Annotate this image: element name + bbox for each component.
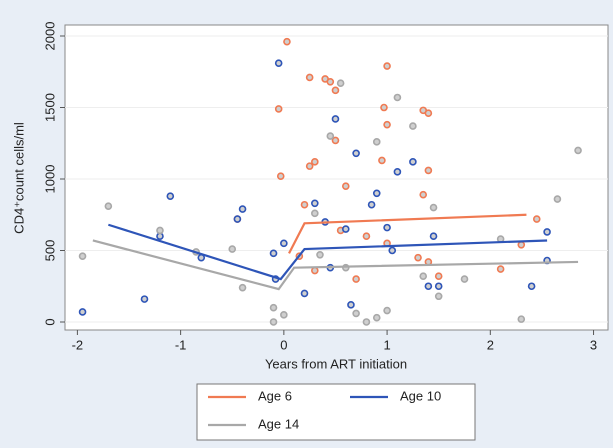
data-point (104, 202, 113, 210)
data-point (326, 77, 335, 86)
x-tick-label: -2 (72, 337, 84, 352)
data-point (372, 313, 381, 322)
x-axis-label: Years from ART initiation (265, 356, 407, 371)
data-point (383, 62, 391, 70)
data-point (532, 215, 541, 223)
data-point (156, 226, 164, 235)
data-point (233, 215, 242, 223)
data-point (424, 282, 433, 291)
data-point (305, 73, 314, 82)
data-point (434, 292, 443, 301)
data-point (574, 146, 582, 155)
x-tick-label: 0 (280, 337, 287, 352)
data-point (341, 182, 350, 190)
data-point (331, 136, 340, 145)
data-point (517, 315, 526, 323)
data-point (305, 162, 314, 170)
data-point (269, 249, 278, 258)
data-point (429, 232, 438, 240)
data-point (311, 209, 319, 218)
data-point (372, 138, 381, 146)
data-point (300, 200, 309, 209)
y-tick-label: 2000 (42, 22, 57, 51)
data-point (228, 245, 237, 253)
y-tick-label: 0 (42, 318, 57, 325)
data-point (352, 309, 360, 318)
data-point (336, 79, 345, 87)
x-tick-label: 1 (383, 337, 390, 352)
data-point (300, 289, 309, 298)
x-tick-label: -1 (175, 337, 187, 352)
data-point (140, 295, 149, 303)
data-point (372, 189, 381, 198)
data-point (311, 266, 319, 275)
data-point (316, 250, 324, 259)
data-point (383, 223, 391, 232)
data-point (543, 228, 551, 236)
data-point (362, 318, 371, 326)
data-point (238, 205, 247, 213)
data-point (429, 203, 438, 212)
plot-area (64, 24, 609, 331)
data-point (527, 282, 536, 291)
data-point (280, 311, 288, 319)
y-axis-label: CD4⁺count cells/ml (11, 122, 26, 234)
fit-line (288, 213, 527, 254)
data-point (238, 283, 247, 292)
data-point (274, 59, 283, 67)
data-point (269, 303, 278, 312)
data-point (414, 253, 422, 262)
data-point (274, 105, 283, 113)
data-point (409, 122, 417, 130)
data-point (331, 86, 340, 95)
legend-label: Age 10 (400, 388, 441, 403)
data-point (383, 120, 391, 129)
data-point (393, 93, 402, 102)
data-point (460, 275, 469, 283)
data-point (419, 190, 428, 199)
data-point (331, 115, 340, 123)
data-point (166, 192, 175, 200)
fit-line (92, 239, 579, 291)
data-point (326, 132, 335, 140)
data-point (367, 200, 376, 209)
data-point (496, 265, 505, 273)
y-tick-label: 1500 (42, 93, 57, 122)
x-tick-label: 3 (590, 337, 597, 352)
data-point (378, 156, 386, 165)
legend (196, 383, 476, 441)
legend-label: Age 14 (258, 416, 299, 431)
data-point (517, 240, 526, 249)
data-point (424, 166, 433, 175)
data-point (388, 246, 397, 255)
data-point (434, 282, 443, 291)
data-point (393, 168, 402, 176)
data-point (409, 158, 417, 166)
data-point (383, 306, 391, 315)
y-tick-label: 500 (42, 240, 57, 262)
data-point (283, 37, 291, 46)
data-point (352, 275, 360, 283)
data-point (352, 149, 360, 158)
data-point (553, 195, 562, 203)
data-point (78, 308, 87, 316)
data-point (341, 225, 350, 233)
data-point (362, 232, 371, 240)
data-point (269, 318, 278, 326)
legend-label: Age 6 (258, 388, 292, 403)
x-tick-label: 2 (487, 337, 494, 352)
data-point (311, 199, 319, 208)
data-point (380, 103, 388, 112)
data-point (280, 239, 288, 248)
fit-line (108, 223, 548, 281)
data-point (311, 158, 319, 166)
data-point (424, 109, 433, 118)
data-point (78, 252, 87, 261)
data-point (347, 301, 355, 309)
data-point (276, 172, 285, 180)
data-point (419, 272, 428, 281)
data-point (434, 272, 443, 281)
y-tick-label: 1000 (42, 165, 57, 194)
